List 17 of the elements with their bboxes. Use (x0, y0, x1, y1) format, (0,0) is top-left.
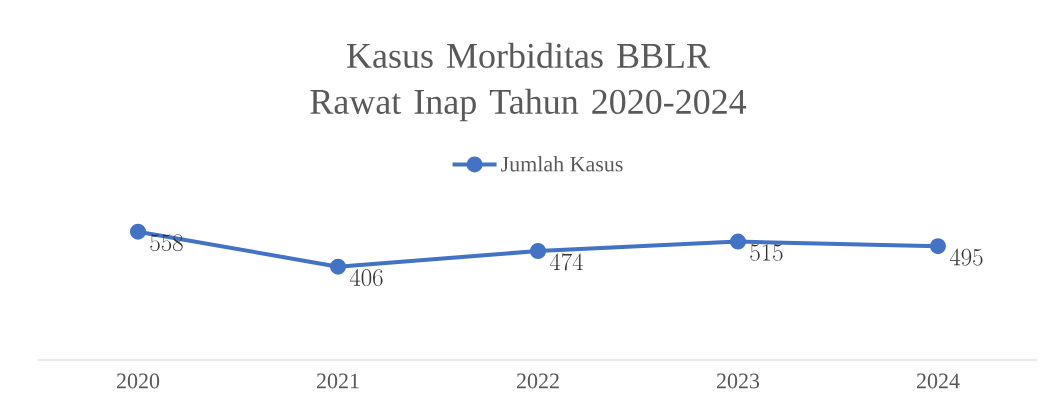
point (330, 258, 346, 275)
x-tick-label: 2021 (316, 373, 359, 389)
x-tick-label: 2022 (516, 373, 559, 389)
point (530, 243, 546, 260)
data-label: 406 (349, 269, 383, 287)
legend-label: Jumlah Kasus (501, 156, 623, 172)
x-tick-label: 2024 (916, 373, 960, 389)
point (730, 233, 746, 250)
data-label: 495 (949, 248, 983, 266)
data-label: 515 (750, 244, 783, 262)
data-label: 558 (150, 234, 183, 252)
point (930, 238, 946, 255)
x-tick-label: 2023 (716, 373, 760, 389)
data-label: 474 (549, 253, 584, 271)
x-tick-label: 2020 (116, 373, 160, 389)
point (130, 223, 147, 240)
chart-title: Kasus Morbiditas BBLR Rawat Inap Tahun 2020-2024 (310, 42, 747, 122)
